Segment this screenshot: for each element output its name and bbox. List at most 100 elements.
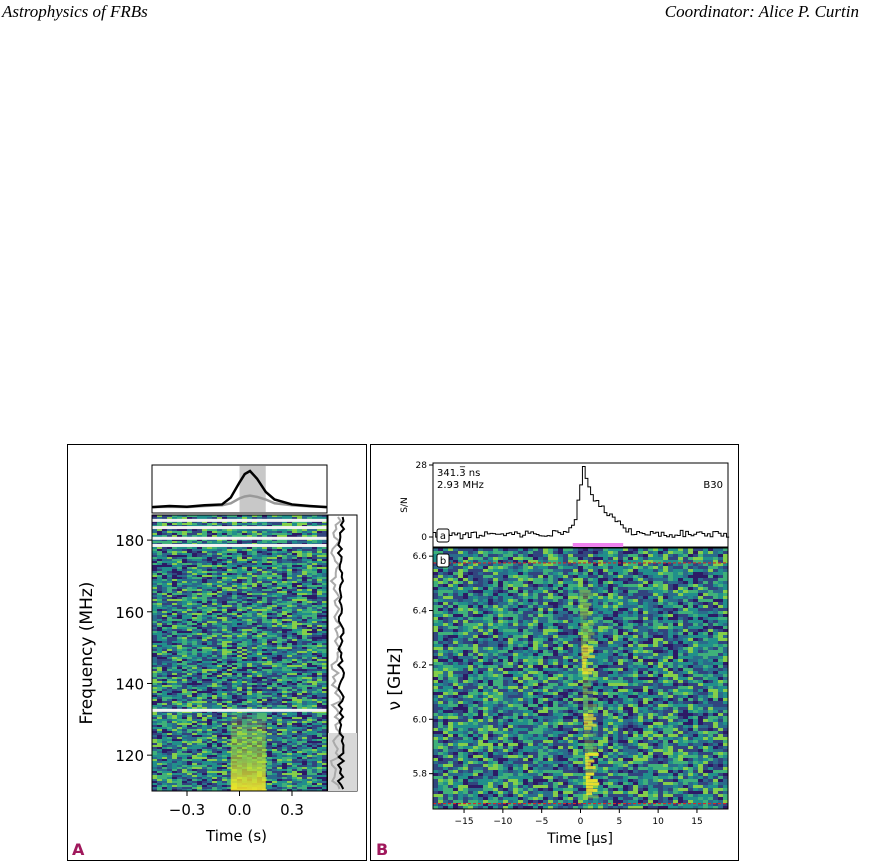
a-masked-channel xyxy=(152,708,327,712)
b-burst-pixel xyxy=(584,730,591,734)
b-burst-pixel xyxy=(581,664,587,668)
b-burst-window-bar xyxy=(572,543,624,547)
b-y-tick-label: 6.4 xyxy=(413,607,428,617)
b-subpanel-b-box xyxy=(436,553,450,568)
b-burst-pixel xyxy=(581,642,587,646)
b-burst-pixel xyxy=(584,752,599,756)
b-tag: B30 xyxy=(703,480,723,491)
b-burst-pixel xyxy=(584,736,590,740)
b-burst-pixel xyxy=(584,739,595,743)
b-x-tick-label: 0 xyxy=(578,817,584,827)
b-profile-y-tick-label: 0 xyxy=(421,533,427,543)
b-burst-pixel xyxy=(585,766,596,770)
b-x-tick-label: 5 xyxy=(616,817,622,827)
b-burst-pixel xyxy=(586,792,593,796)
panel-a-plot: −0.3 0.0 0.3 120 140 160 180 Time (s) Frequenc… xyxy=(77,464,358,845)
b-burst-pixel xyxy=(583,700,589,704)
b-x-tick-label: 15 xyxy=(691,817,702,827)
b-y-tick-label: 6.2 xyxy=(413,661,427,671)
figure-panel-b: 341.3̅ ns 2.93 MHz B30 a b 0 28 −15 −10 −5 0 5… xyxy=(370,444,739,861)
b-burst-pixel xyxy=(584,746,597,750)
b-burst-pixel xyxy=(580,612,592,616)
b-burst-pixel xyxy=(581,651,590,655)
b-x-axis-label: Time [μs] xyxy=(546,831,613,847)
b-burst-pixel xyxy=(583,704,597,708)
a-x-tick-label: 0.0 xyxy=(228,801,252,819)
b-subpanel-a-label: a xyxy=(440,531,446,542)
b-burst-pixel xyxy=(583,713,594,717)
b-burst-pixel xyxy=(584,733,597,737)
a-x-tick-label: −0.3 xyxy=(169,801,205,819)
b-burst-pixel xyxy=(580,609,589,613)
b-burst-pixel xyxy=(582,677,596,681)
b-burst-pixel xyxy=(580,632,595,636)
b-burst-pixel xyxy=(581,638,595,642)
b-burst-pixel xyxy=(580,615,588,619)
b-burst-pixel xyxy=(582,681,592,685)
b-burst-pixel xyxy=(582,668,595,672)
b-waterfall-heatmap xyxy=(433,548,728,809)
b-burst-pixel xyxy=(579,602,592,606)
b-burst-pixel xyxy=(581,661,587,665)
panel-b-plot: 341.3̅ ns 2.93 MHz B30 a b 0 28 −15 −10 −5 0 5… xyxy=(385,461,730,847)
a-x-axis-label: Time (s) xyxy=(205,827,267,845)
b-burst-pixel xyxy=(582,687,588,691)
b-burst-pixel xyxy=(585,779,598,783)
b-burst-pixel xyxy=(581,645,594,649)
b-burst-pixel xyxy=(583,710,589,714)
b-burst-pixel xyxy=(580,619,587,623)
b-profile-y-label: S/N xyxy=(400,497,410,512)
a-x-tick-label: 0.3 xyxy=(280,801,304,819)
b-burst-pixel xyxy=(579,593,593,597)
b-burst-pixel xyxy=(583,717,597,721)
b-x-tick-label: −5 xyxy=(535,817,548,827)
a-y-tick-label: 160 xyxy=(115,604,144,622)
b-burst-pixel xyxy=(583,707,596,711)
b-y-tick-label: 5.8 xyxy=(413,770,428,780)
b-burst-pixel xyxy=(582,694,588,698)
a-y-tick-label: 120 xyxy=(115,747,144,765)
b-burst-pixel xyxy=(583,697,597,701)
panel-b-label: B xyxy=(376,840,389,859)
a-masked-channel xyxy=(152,518,327,522)
a-spectrum-grey xyxy=(329,516,343,790)
b-burst-pixel xyxy=(581,648,594,652)
header-right: Coordinator: Alice P. Curtin xyxy=(664,2,859,21)
b-x-tick-label: −10 xyxy=(493,817,512,827)
b-burst-pixel xyxy=(579,606,590,610)
b-burst-pixel xyxy=(585,772,595,776)
b-burst-pixel xyxy=(584,749,597,753)
b-burst-pixel xyxy=(580,622,595,626)
b-burst-pixel xyxy=(582,671,593,675)
b-burst-pixel xyxy=(579,599,587,603)
b-burst-pixel xyxy=(584,743,593,747)
a-masked-channel xyxy=(152,526,327,530)
b-burst-pixel xyxy=(583,723,597,727)
b-burst-pixel xyxy=(580,635,591,639)
panel-a-label: A xyxy=(72,840,85,859)
b-burst-pixel xyxy=(586,785,594,789)
b-burst-pixel xyxy=(583,720,593,724)
b-annotation-resolution: 341.3̅ ns xyxy=(437,466,480,479)
b-burst-pixel xyxy=(585,775,591,779)
b-subpanel-b-label: b xyxy=(440,556,446,567)
b-burst-pixel xyxy=(585,762,591,766)
b-burst-pixel xyxy=(580,625,590,629)
b-profile-y-tick-label: 28 xyxy=(416,461,428,471)
b-subpanel-a-box xyxy=(436,528,450,543)
b-profile-frame xyxy=(432,462,729,548)
b-burst-pixel xyxy=(582,684,592,688)
b-y-tick-label: 6.0 xyxy=(413,715,428,725)
b-burst-pixel xyxy=(585,782,600,786)
a-burst-region xyxy=(230,708,266,791)
b-burst-pixel xyxy=(581,655,595,659)
a-y-tick-label: 180 xyxy=(115,532,144,550)
b-burst-pixel xyxy=(586,788,598,792)
b-burst-pixel xyxy=(580,629,593,633)
b-burst-pixel xyxy=(579,589,591,593)
b-profile-line xyxy=(433,466,730,540)
b-burst-pixel xyxy=(585,759,595,763)
b-burst-pixel xyxy=(584,726,592,730)
b-burst-pixel xyxy=(585,756,590,760)
b-y-axis-label: ν [GHz] xyxy=(385,647,405,710)
